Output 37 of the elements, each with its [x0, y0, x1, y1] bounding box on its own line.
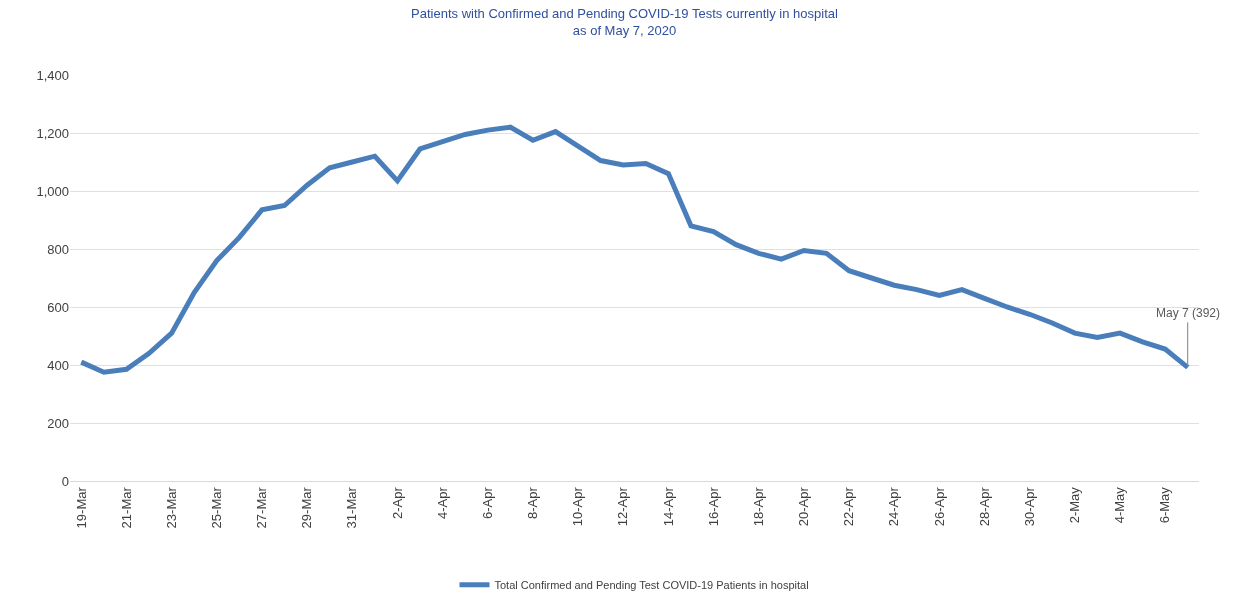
y-tick-label: 1,200 — [36, 125, 69, 141]
x-tick-label: 26-Apr — [931, 486, 947, 527]
x-tick-label: 6-Apr — [479, 486, 495, 519]
x-tick-label: 16-Apr — [705, 486, 721, 527]
x-tick-label: 8-Apr — [525, 486, 541, 519]
y-tick-label: 200 — [47, 415, 69, 431]
y-tick-label: 600 — [47, 299, 69, 315]
y-tick-label: 800 — [47, 241, 69, 257]
x-tick-label: 20-Apr — [796, 486, 812, 527]
chart-title: Patients with Confirmed and Pending COVID-19 Tests currently in hospital — [411, 6, 839, 22]
y-tick-label: 1,400 — [36, 67, 69, 83]
x-tick-label: 25-Mar — [209, 486, 224, 529]
x-tick-label: 24-Apr — [886, 486, 902, 527]
y-tick-label: 400 — [47, 357, 69, 373]
x-tick-label: 6-May — [1157, 486, 1173, 524]
x-tick-label: 2-May — [1067, 486, 1083, 524]
x-tick-label: 4-Apr — [434, 486, 450, 519]
x-tick-label: 23-Mar — [163, 486, 179, 529]
legend-label: Total Confirmed and Pending Test COVID-19 Patients in hospital — [494, 579, 809, 592]
x-tick-label: 18-Apr — [750, 486, 766, 527]
x-tick-label: 19-Mar — [73, 486, 89, 529]
x-tick-label: 28-Apr — [976, 486, 992, 527]
x-tick-label: 4-May — [1112, 486, 1128, 524]
x-tick-label: 14-Apr — [660, 486, 676, 527]
x-tick-label: 22-Apr — [841, 486, 857, 527]
annotation: May 7 (392) — [1156, 306, 1221, 320]
x-tick-label: 30-Apr — [1021, 486, 1037, 527]
chart-subtitle: as of May 7, 2020 — [572, 23, 677, 39]
x-tick-label: 27-Mar — [254, 486, 270, 529]
x-tick-label: 10-Apr — [570, 486, 586, 527]
y-tick-label: 1,000 — [36, 183, 69, 199]
x-tick-label: 12-Apr — [615, 486, 631, 527]
x-tick-label: 31-Mar — [344, 486, 360, 529]
x-tick-label: 2-Apr — [389, 486, 405, 519]
y-tick-label: 0 — [61, 473, 69, 489]
x-tick-label: 29-Mar — [299, 486, 315, 529]
x-tick-label: 21-Mar — [118, 486, 134, 529]
